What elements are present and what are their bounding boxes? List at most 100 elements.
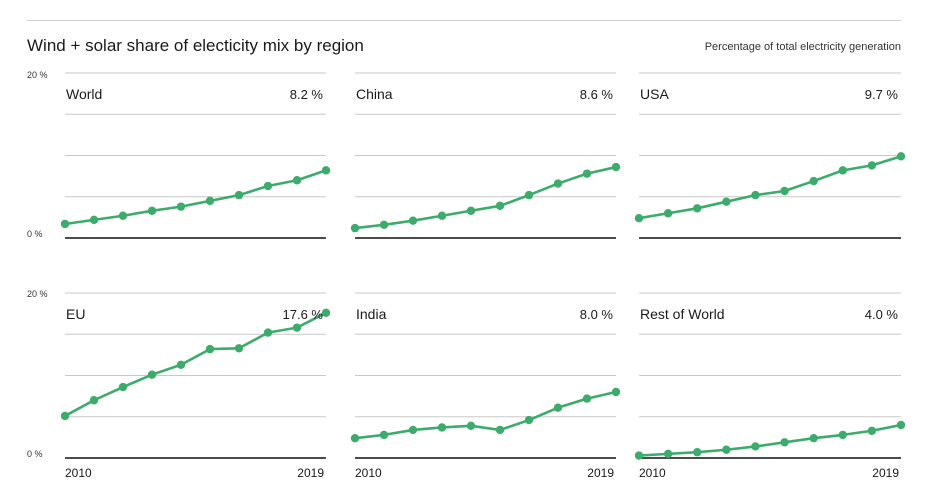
plot-world (60, 72, 331, 239)
panel-world: World 8.2 % (60, 72, 331, 278)
data-point-china-2019 (611, 162, 621, 172)
data-point-china-2012 (408, 216, 418, 225)
data-point-rest-of-world-2014 (751, 442, 760, 451)
data-point-world-2014 (176, 202, 186, 211)
data-point-usa-2015 (780, 186, 789, 196)
plot-eu (60, 292, 331, 459)
panel-india: India 8.0 % 2010 2019 (350, 292, 621, 498)
series-line-rest-of-world (638, 423, 902, 457)
x-tick-label-start: 2010 (355, 466, 382, 480)
data-point-eu-2012 (118, 382, 128, 392)
data-point-india-2011 (379, 430, 389, 440)
plot-china (350, 72, 621, 239)
y-label-bottom-row2: 0 % (27, 449, 43, 459)
data-point-india-2015 (495, 425, 505, 435)
data-point-rest-of-world-2011 (663, 449, 673, 459)
data-point-rest-of-world-2016 (809, 434, 818, 443)
series-line-usa (638, 155, 902, 220)
series-line-world (64, 169, 327, 226)
panel-title-china: China (356, 86, 393, 102)
data-point-china-2013 (437, 211, 447, 220)
data-point-rest-of-world-2010 (634, 451, 644, 460)
latest-value-world: 8.2 % (289, 87, 323, 102)
data-point-india-2019 (611, 387, 621, 397)
panel-china: China 8.6 % (350, 72, 621, 278)
chart-subtitle: Percentage of total electricity generati… (704, 41, 901, 53)
data-point-world-2012 (118, 211, 128, 220)
data-point-usa-2010 (634, 214, 644, 223)
plot-rest-of-world (634, 292, 906, 460)
data-point-eu-2016 (234, 344, 244, 353)
data-point-rest-of-world-2018 (867, 426, 877, 435)
chart-title: Wind + solar share of electicity mix by … (27, 36, 364, 55)
data-point-china-2015 (495, 201, 505, 211)
latest-value-rest-of-world: 4.0 % (864, 307, 898, 322)
data-point-eu-2010 (60, 411, 70, 421)
data-point-china-2018 (582, 169, 592, 178)
data-point-rest-of-world-2012 (693, 448, 702, 457)
panel-title-rest-of-world: Rest of World (640, 306, 725, 322)
panel-title-world: World (66, 86, 103, 102)
series-line-china (354, 165, 617, 230)
panel-eu: EU 17.6 % 2010 2019 (60, 292, 331, 498)
data-point-india-2010 (350, 434, 360, 443)
data-point-india-2017 (553, 403, 563, 412)
data-point-usa-2014 (751, 190, 760, 200)
panel-title-india: India (356, 306, 387, 322)
data-point-rest-of-world-2015 (780, 438, 789, 447)
data-point-usa-2016 (809, 176, 818, 186)
x-tick-label-start: 2010 (65, 466, 92, 480)
data-point-world-2010 (60, 219, 70, 229)
latest-value-eu: 17.6 % (282, 307, 323, 322)
plot-usa (634, 72, 906, 239)
panel-rest-of-world: Rest of World 4.0 % 2010 2019 (634, 292, 906, 498)
series-line-eu (64, 311, 327, 418)
series-line-india (354, 390, 617, 440)
data-point-world-2011 (89, 215, 99, 225)
data-point-india-2018 (582, 394, 592, 403)
x-tick-label-end: 2019 (872, 466, 899, 480)
latest-value-china: 8.6 % (579, 87, 613, 102)
data-point-eu-2018 (292, 323, 302, 332)
data-point-world-2015 (205, 196, 215, 206)
data-point-china-2016 (524, 190, 534, 200)
data-point-world-2013 (147, 206, 157, 215)
data-point-rest-of-world-2017 (838, 430, 847, 440)
latest-value-usa: 9.7 % (864, 87, 898, 102)
y-label-bottom-row1: 0 % (27, 229, 43, 239)
y-label-top-row1: 20 % (27, 70, 48, 80)
data-point-india-2014 (466, 421, 476, 431)
data-point-usa-2013 (722, 197, 731, 206)
panel-usa: USA 9.7 % (634, 72, 906, 278)
data-point-india-2012 (408, 425, 418, 435)
x-tick-label-end: 2019 (587, 466, 614, 480)
plot-india (350, 292, 621, 459)
data-point-usa-2019 (896, 152, 906, 161)
y-label-top-row2: 20 % (27, 289, 48, 299)
data-point-world-2017 (263, 181, 273, 191)
data-point-india-2013 (437, 423, 447, 432)
data-point-eu-2017 (263, 328, 273, 337)
data-point-china-2011 (379, 220, 389, 229)
panel-title-eu: EU (66, 306, 86, 322)
data-point-china-2014 (466, 206, 476, 215)
data-point-usa-2017 (838, 166, 847, 175)
x-tick-label-start: 2010 (639, 466, 666, 480)
top-rule (27, 20, 901, 21)
data-point-usa-2012 (693, 204, 702, 213)
data-point-eu-2013 (147, 370, 157, 379)
latest-value-india: 8.0 % (579, 307, 613, 322)
data-point-world-2019 (321, 166, 331, 175)
data-point-eu-2014 (176, 360, 186, 369)
data-point-world-2016 (234, 190, 244, 200)
data-point-usa-2011 (663, 209, 673, 218)
panel-title-usa: USA (640, 86, 669, 102)
data-point-usa-2018 (867, 161, 877, 170)
data-point-rest-of-world-2019 (896, 420, 906, 430)
data-point-china-2017 (553, 179, 563, 188)
data-point-rest-of-world-2013 (722, 445, 731, 454)
data-point-eu-2019 (321, 308, 331, 317)
data-point-eu-2015 (205, 344, 215, 354)
data-point-world-2018 (292, 176, 302, 185)
data-point-china-2010 (350, 223, 360, 233)
